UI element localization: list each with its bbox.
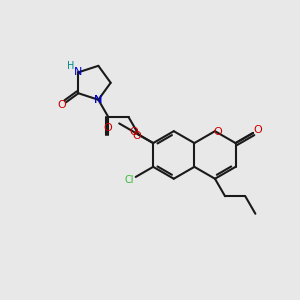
Text: O: O xyxy=(58,100,66,110)
Text: O: O xyxy=(103,123,112,133)
Text: O: O xyxy=(129,127,138,137)
Text: N: N xyxy=(94,95,103,105)
Text: H: H xyxy=(67,61,74,71)
Text: O: O xyxy=(132,131,141,141)
Text: O: O xyxy=(253,125,262,136)
Text: N: N xyxy=(94,95,103,105)
Text: N: N xyxy=(74,67,82,77)
Text: O: O xyxy=(214,127,222,137)
Text: Cl: Cl xyxy=(125,176,134,185)
